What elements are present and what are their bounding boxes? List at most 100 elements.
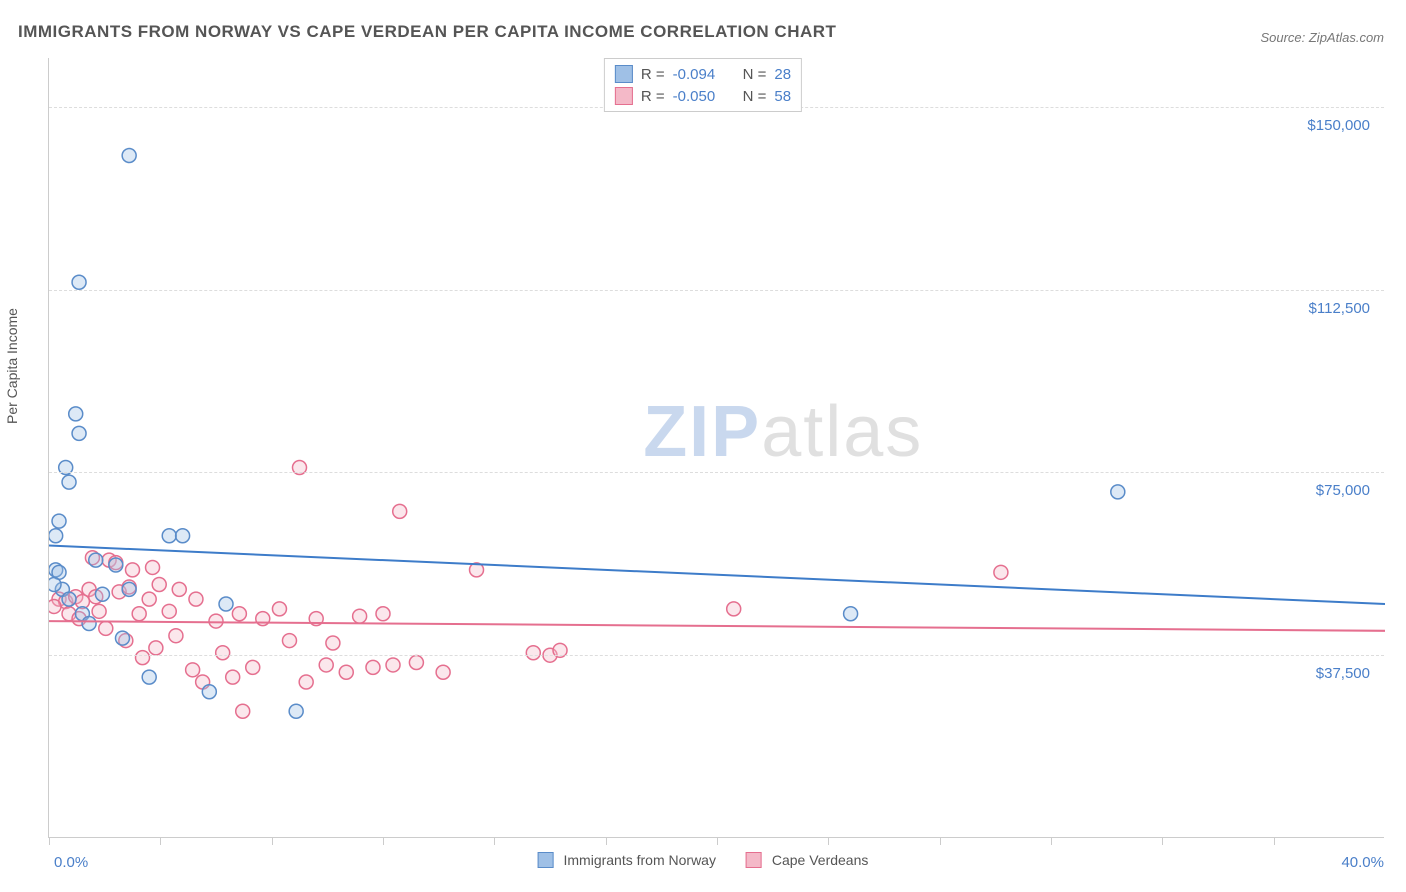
scatter-point <box>169 629 183 643</box>
scatter-point <box>526 646 540 660</box>
scatter-point <box>72 275 86 289</box>
gridline <box>49 472 1384 473</box>
n-value-1: 28 <box>774 66 791 83</box>
scatter-point <box>49 529 63 543</box>
x-axis-max-label: 40.0% <box>1341 854 1384 871</box>
scatter-point <box>409 656 423 670</box>
scatter-point <box>393 504 407 518</box>
x-tick <box>49 837 50 845</box>
x-tick <box>383 837 384 845</box>
y-tick-label: $150,000 <box>1307 117 1370 134</box>
scatter-point <box>89 553 103 567</box>
scatter-point <box>69 407 83 421</box>
legend-row-series2: R = -0.050 N = 58 <box>615 85 791 107</box>
x-tick <box>606 837 607 845</box>
scatter-point <box>339 665 353 679</box>
legend-swatch-2 <box>615 87 633 105</box>
scatter-point <box>72 426 86 440</box>
r-value-2: -0.050 <box>673 88 725 105</box>
source-attribution: Source: ZipAtlas.com <box>1260 30 1384 45</box>
scatter-point <box>142 670 156 684</box>
chart-title: IMMIGRANTS FROM NORWAY VS CAPE VERDEAN P… <box>18 22 836 42</box>
scatter-point <box>115 631 129 645</box>
scatter-point <box>319 658 333 672</box>
x-tick <box>940 837 941 845</box>
scatter-point <box>353 609 367 623</box>
legend-label-1: Immigrants from Norway <box>564 852 716 868</box>
y-axis-label: Per Capita Income <box>4 308 20 424</box>
legend-label-2: Cape Verdeans <box>772 852 869 868</box>
n-value-2: 58 <box>774 88 791 105</box>
regression-line <box>49 621 1385 631</box>
scatter-point <box>236 704 250 718</box>
plot-area: ZIPatlas $37,500$75,000$112,500$150,000 <box>48 58 1384 838</box>
x-tick <box>494 837 495 845</box>
scatter-point <box>122 149 136 163</box>
series-legend: Immigrants from Norway Cape Verdeans <box>538 852 869 868</box>
scatter-point <box>149 641 163 655</box>
scatter-point <box>299 675 313 689</box>
scatter-point <box>202 685 216 699</box>
scatter-point <box>99 621 113 635</box>
scatter-point <box>994 565 1008 579</box>
x-axis-min-label: 0.0% <box>54 854 88 871</box>
scatter-point <box>122 582 136 596</box>
legend-item-1: Immigrants from Norway <box>538 852 716 868</box>
x-tick <box>1051 837 1052 845</box>
y-tick-label: $75,000 <box>1316 482 1370 499</box>
n-label: N = <box>743 88 767 105</box>
scatter-point <box>376 607 390 621</box>
r-label: R = <box>641 66 665 83</box>
scatter-point <box>436 665 450 679</box>
scatter-point <box>109 558 123 572</box>
x-tick <box>160 837 161 845</box>
gridline <box>49 290 1384 291</box>
scatter-point <box>132 607 146 621</box>
scatter-point <box>186 663 200 677</box>
scatter-point <box>289 704 303 718</box>
scatter-point <box>162 529 176 543</box>
legend-swatch-2 <box>746 852 762 868</box>
scatter-point <box>246 660 260 674</box>
x-tick <box>828 837 829 845</box>
scatter-point <box>92 604 106 618</box>
scatter-point <box>226 670 240 684</box>
legend-item-2: Cape Verdeans <box>746 852 868 868</box>
scatter-point <box>82 617 96 631</box>
r-label: R = <box>641 88 665 105</box>
scatter-point <box>146 560 160 574</box>
x-tick <box>717 837 718 845</box>
regression-line <box>49 546 1385 605</box>
legend-swatch-1 <box>538 852 554 868</box>
gridline <box>49 655 1384 656</box>
scatter-point <box>326 636 340 650</box>
scatter-point <box>366 660 380 674</box>
scatter-point <box>162 604 176 618</box>
legend-swatch-1 <box>615 65 633 83</box>
n-label: N = <box>743 66 767 83</box>
x-tick <box>1274 837 1275 845</box>
scatter-point <box>216 646 230 660</box>
x-tick <box>272 837 273 845</box>
scatter-point <box>95 587 109 601</box>
scatter-point <box>189 592 203 606</box>
scatter-point <box>282 634 296 648</box>
scatter-point <box>209 614 223 628</box>
r-value-1: -0.094 <box>673 66 725 83</box>
scatter-point <box>219 597 233 611</box>
scatter-point <box>142 592 156 606</box>
scatter-point <box>126 563 140 577</box>
scatter-svg <box>49 58 1385 838</box>
scatter-point <box>727 602 741 616</box>
scatter-point <box>136 651 150 665</box>
scatter-point <box>49 599 61 613</box>
scatter-point <box>152 578 166 592</box>
scatter-point <box>172 582 186 596</box>
scatter-point <box>1111 485 1125 499</box>
scatter-point <box>176 529 190 543</box>
correlation-legend: R = -0.094 N = 28 R = -0.050 N = 58 <box>604 58 802 112</box>
y-tick-label: $112,500 <box>1309 300 1370 317</box>
x-tick <box>1162 837 1163 845</box>
scatter-point <box>386 658 400 672</box>
scatter-point <box>62 475 76 489</box>
